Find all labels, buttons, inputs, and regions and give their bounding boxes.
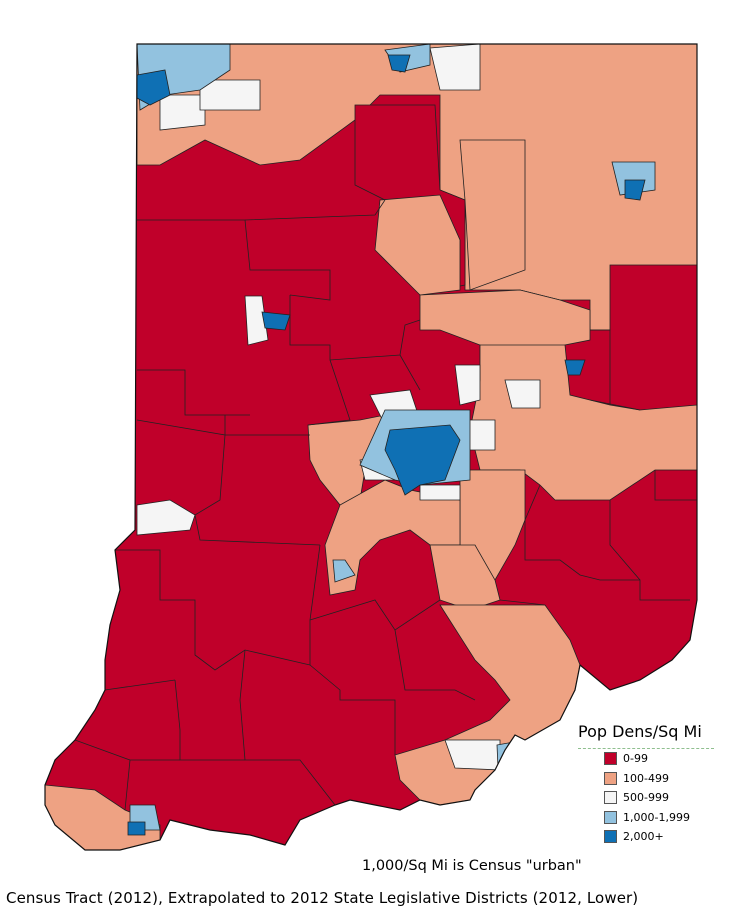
legend-swatch-2000-plus	[604, 830, 617, 844]
district-blue-fort-wayne	[624, 179, 646, 201]
legend-item-500-999: 500-999	[604, 788, 718, 808]
district-blue-muncie	[564, 359, 586, 376]
legend-item-100-499: 100-499	[604, 769, 718, 789]
legend-item-0-99: 0-99	[604, 749, 718, 769]
legend-item-1000-1999: 1,000-1,999	[604, 808, 718, 828]
legend-title: Pop Dens/Sq Mi	[578, 722, 702, 741]
legend-swatch-100-499	[604, 771, 617, 785]
legend-swatch-500-999	[604, 791, 617, 805]
district-white-indy-n2	[454, 364, 481, 406]
district-white-indy-s	[419, 484, 461, 501]
district-white-nw2	[199, 79, 261, 111]
district-white-lafayette	[244, 295, 269, 346]
legend-item-2000-plus: 2,000+	[604, 827, 718, 847]
district-blue-evansville	[127, 821, 146, 836]
district-blue-south-bend	[387, 54, 411, 73]
legend-divider	[578, 748, 714, 749]
legend-label-500-999: 500-999	[623, 791, 669, 805]
legend-label-100-499: 100-499	[623, 771, 669, 785]
state-outline	[44, 43, 698, 851]
district-lightblue-fort-wayne	[611, 161, 656, 196]
map-caption: Census Tract (2012), Extrapolated to 201…	[6, 889, 639, 907]
district-blue-lafayette	[261, 311, 291, 331]
district-east-salmon	[459, 139, 526, 291]
legend-label-1000-1999: 1,000-1,999	[623, 810, 690, 824]
district-elkhart-salmon	[374, 194, 461, 296]
legend-swatch-0-99	[604, 752, 617, 766]
district-lightblue-se	[496, 739, 526, 769]
district-west-indy-salmon	[307, 414, 386, 506]
district-white-muncie	[504, 379, 541, 409]
district-white-nw	[159, 94, 206, 131]
district-lightblue-columbus	[332, 559, 356, 583]
urban-note: 1,000/Sq Mi is Census "urban"	[362, 858, 582, 874]
map-legend: Pop Dens/Sq Mi 0-99 100-499 500-999 1,00…	[578, 722, 718, 847]
legend-label-2000-plus: 2,000+	[623, 830, 664, 844]
district-white-north	[429, 44, 481, 91]
district-boundary-lines	[74, 199, 697, 811]
district-blue-indy	[384, 424, 461, 496]
legend-label-0-99: 0-99	[623, 752, 648, 766]
district-white-terre-haute	[136, 499, 196, 536]
legend-swatch-1000-1999	[604, 810, 617, 824]
